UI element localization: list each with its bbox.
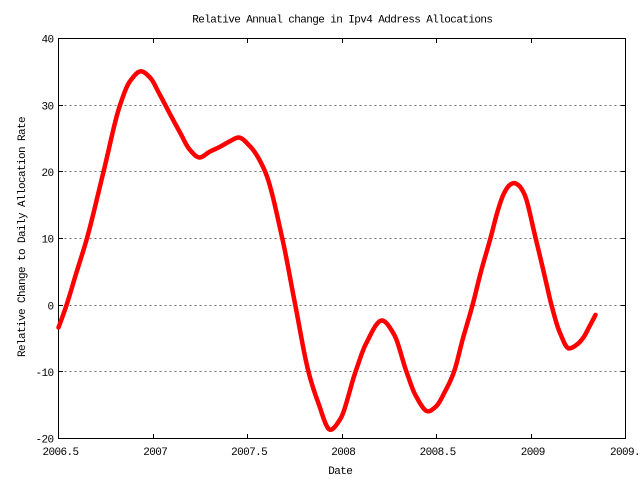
- svg-text:2007: 2007: [143, 447, 167, 459]
- svg-text:Relative Change to Daily Alloc: Relative Change to Daily Allocation Rate: [17, 117, 29, 357]
- svg-text:-10: -10: [35, 368, 53, 380]
- svg-text:2007.5: 2007.5: [231, 447, 267, 459]
- svg-text:20: 20: [41, 168, 53, 180]
- svg-text:2008.5: 2008.5: [420, 447, 456, 459]
- svg-text:30: 30: [41, 101, 53, 113]
- svg-text:Relative Annual change in Ipv4: Relative Annual change in Ipv4 Address A…: [192, 14, 492, 26]
- svg-text:Date: Date: [328, 466, 352, 478]
- svg-text:2008: 2008: [331, 447, 355, 459]
- svg-text:2006.5: 2006.5: [42, 447, 78, 459]
- svg-text:0: 0: [47, 301, 53, 313]
- svg-text:10: 10: [41, 235, 53, 247]
- svg-text:2009: 2009: [521, 447, 545, 459]
- svg-text:40: 40: [41, 35, 53, 47]
- svg-text:-20: -20: [35, 435, 53, 447]
- svg-text:2009.5: 2009.5: [610, 447, 640, 459]
